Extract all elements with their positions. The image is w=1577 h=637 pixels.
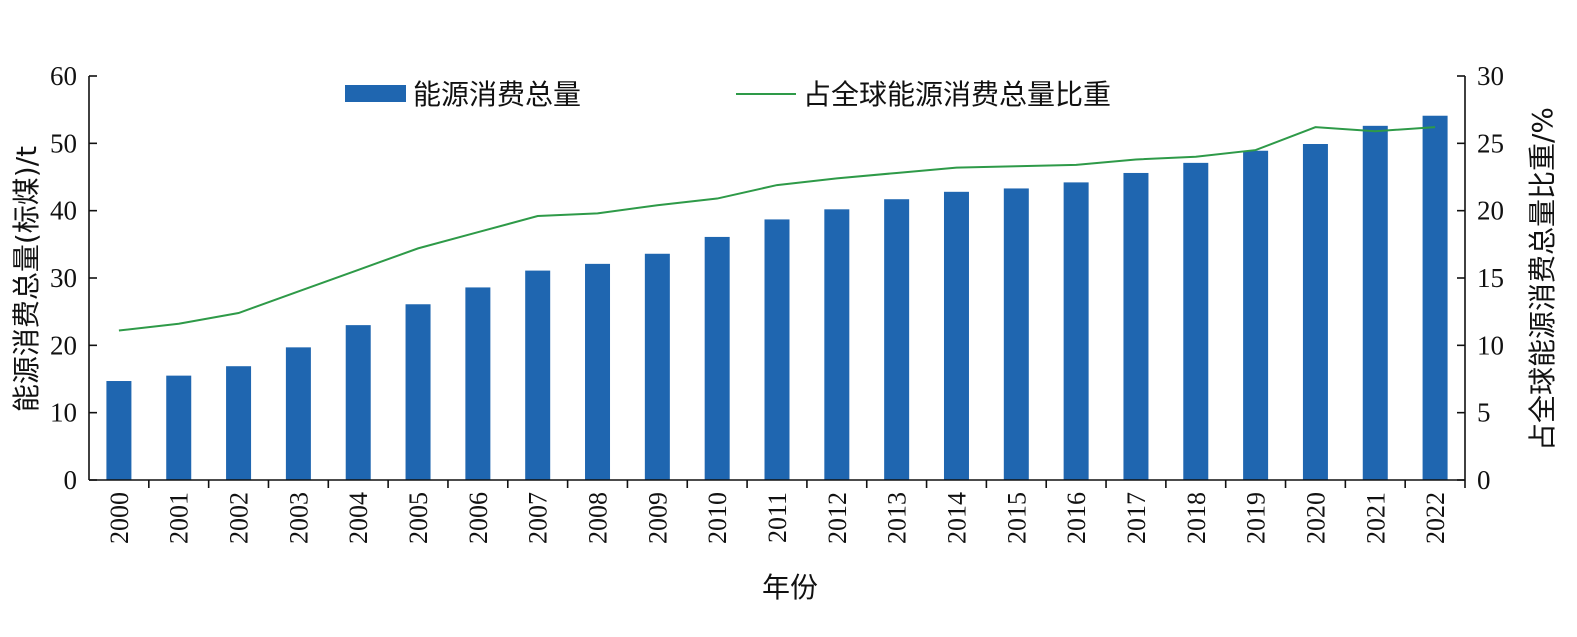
x-tick-label: 2012 — [823, 492, 852, 544]
x-tick-label: 2022 — [1421, 492, 1450, 544]
bar-2007 — [525, 270, 551, 480]
x-tick-label: 2020 — [1301, 492, 1330, 544]
x-tick-label: 2002 — [225, 492, 254, 544]
bar-2001 — [166, 375, 192, 480]
bars-layer — [106, 115, 1448, 481]
bar-2000 — [106, 381, 132, 480]
legend: 能源消费总量 占全球能源消费总量比重 — [345, 78, 1111, 111]
y2-tick-label: 5 — [1477, 398, 1491, 428]
bar-2004 — [345, 325, 371, 480]
bar-2008 — [585, 263, 611, 480]
x-tick-label: 2008 — [584, 492, 613, 544]
bar-2018 — [1183, 162, 1209, 481]
x-tick-label: 2004 — [344, 492, 373, 544]
bar-2009 — [644, 253, 670, 480]
y2-tick-label: 15 — [1477, 263, 1504, 293]
y-axis-title: 能源消费总量(标煤)/t — [10, 146, 43, 412]
bar-2013 — [884, 199, 910, 480]
bar-2022 — [1422, 115, 1448, 480]
y-tick-label: 60 — [50, 61, 77, 91]
bar-2015 — [1003, 188, 1029, 481]
bar-2019 — [1243, 150, 1269, 481]
y2-tick-label: 30 — [1477, 61, 1504, 91]
x-tick-label: 2006 — [464, 492, 493, 544]
x-tick-label: 2010 — [703, 492, 732, 544]
x-tick-label: 2014 — [942, 492, 971, 544]
x-tick-label: 2017 — [1122, 492, 1151, 544]
bar-2017 — [1123, 172, 1149, 480]
y2-tick-label: 25 — [1477, 128, 1504, 158]
x-tick-label: 2016 — [1062, 492, 1091, 544]
axes-layer: 0 10 20 30 40 50 60 0 5 10 15 20 25 30 2000 2001 2002 200… — [50, 61, 1504, 544]
x-tick-label: 2021 — [1361, 492, 1390, 544]
x-tick-label: 2015 — [1002, 492, 1031, 544]
x-tick-label: 2003 — [284, 492, 313, 544]
x-tick-label: 2001 — [165, 492, 194, 544]
bar-2010 — [704, 236, 730, 480]
legend-line-label: 占全球能源消费总量比重 — [803, 78, 1111, 111]
bar-2021 — [1362, 125, 1388, 481]
legend-bar-swatch — [345, 85, 406, 102]
x-tick-label: 2018 — [1182, 492, 1211, 544]
bar-2002 — [226, 366, 252, 480]
y2-tick-label: 20 — [1477, 196, 1504, 226]
x-tick-label: 2005 — [404, 492, 433, 544]
bar-2020 — [1302, 144, 1328, 481]
bar-2014 — [943, 191, 969, 480]
y-tick-label: 10 — [50, 398, 77, 428]
y-tick-label: 20 — [50, 330, 77, 360]
x-tick-label: 2000 — [105, 492, 134, 544]
bar-2005 — [405, 304, 431, 480]
bar-2012 — [824, 209, 850, 480]
x-axis-title: 年份 — [762, 571, 818, 604]
y-tick-label: 0 — [64, 465, 78, 495]
y-tick-label: 50 — [50, 128, 77, 158]
x-tick-label: 2019 — [1242, 492, 1271, 544]
y2-tick-label: 0 — [1477, 465, 1491, 495]
legend-bar-label: 能源消费总量 — [413, 78, 581, 111]
bar-2011 — [764, 219, 790, 481]
y2-axis-title: 占全球能源消费总量比重/% — [1526, 107, 1559, 451]
bar-2016 — [1063, 182, 1089, 481]
x-tick-label: 2009 — [643, 492, 672, 544]
bar-2003 — [285, 347, 311, 480]
x-tick-label: 2013 — [883, 492, 912, 544]
line-layer — [118, 126, 1436, 332]
bar-2006 — [465, 287, 491, 480]
y-tick-label: 40 — [50, 196, 77, 226]
x-tick-label: 2011 — [763, 492, 792, 543]
x-tick-label: 2007 — [524, 492, 553, 544]
y2-tick-label: 10 — [1477, 330, 1504, 360]
y-tick-label: 30 — [50, 263, 77, 293]
